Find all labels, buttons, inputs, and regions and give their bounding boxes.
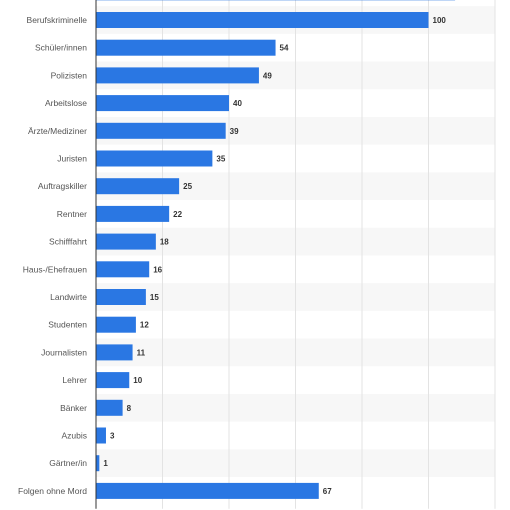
value-label: 49 (263, 71, 272, 80)
category-label: Auftragskiller (38, 181, 87, 191)
bar (96, 427, 106, 444)
bar (96, 233, 156, 250)
category-label: Polizisten (51, 70, 88, 80)
category-label: Haus-/Ehefrauen (23, 264, 88, 274)
category-label: Bänker (60, 403, 87, 413)
value-label: 40 (233, 99, 242, 108)
category-label: Arbeitslose (45, 98, 87, 108)
bar (96, 261, 150, 278)
bars (96, 0, 456, 499)
bar (96, 67, 259, 84)
category-label: Juristen (57, 154, 87, 164)
bar (96, 178, 180, 195)
value-label: 3 (110, 432, 115, 441)
category-label: Landwirte (50, 292, 87, 302)
value-label: 100 (433, 16, 447, 25)
value-label: 39 (230, 127, 239, 136)
bar (96, 455, 100, 472)
bar (96, 205, 170, 222)
bar (96, 482, 319, 499)
bar (96, 372, 130, 389)
category-label: Gärtner/in (49, 458, 87, 468)
value-label: 67 (323, 487, 332, 496)
category-label: Lehrer (62, 375, 87, 385)
value-label: 22 (173, 210, 182, 219)
bar (96, 12, 429, 28)
value-labels: 100 54 49 40 39 35 25 22 18 16 15 12 11 10 8 3 1 67 (103, 16, 446, 496)
category-label: Schifffahrt (49, 237, 88, 247)
value-label: 12 (140, 321, 149, 330)
bar (96, 95, 229, 112)
bar (96, 122, 226, 139)
value-label: 25 (183, 182, 192, 191)
value-label: 54 (280, 44, 289, 53)
category-label: Journalisten (41, 347, 87, 357)
bar (96, 150, 213, 167)
category-label: Schüler/innen (35, 43, 87, 53)
value-label: 18 (160, 238, 169, 247)
value-label: 10 (133, 376, 142, 385)
bar (96, 289, 146, 305)
value-label: 15 (150, 293, 159, 302)
bar (96, 399, 123, 416)
category-label: Azubis (61, 431, 87, 441)
category-labels: Berufskriminelle Schüler/innen Polizisten A… (18, 15, 88, 496)
bar (96, 316, 136, 333)
bar (96, 344, 133, 361)
value-label: 35 (216, 155, 225, 164)
category-label: Berufskriminelle (27, 15, 88, 25)
category-label: Ärzte/Mediziner (28, 126, 87, 136)
category-label: Folgen ohne Mord (18, 486, 87, 496)
bar (96, 39, 276, 56)
category-label: Rentner (57, 209, 87, 219)
value-label: 11 (137, 348, 146, 357)
value-label: 1 (103, 459, 108, 468)
grid-lines (162, 0, 496, 509)
value-label: 16 (153, 265, 162, 274)
category-label: Studenten (48, 320, 87, 330)
value-label: 8 (127, 404, 132, 413)
